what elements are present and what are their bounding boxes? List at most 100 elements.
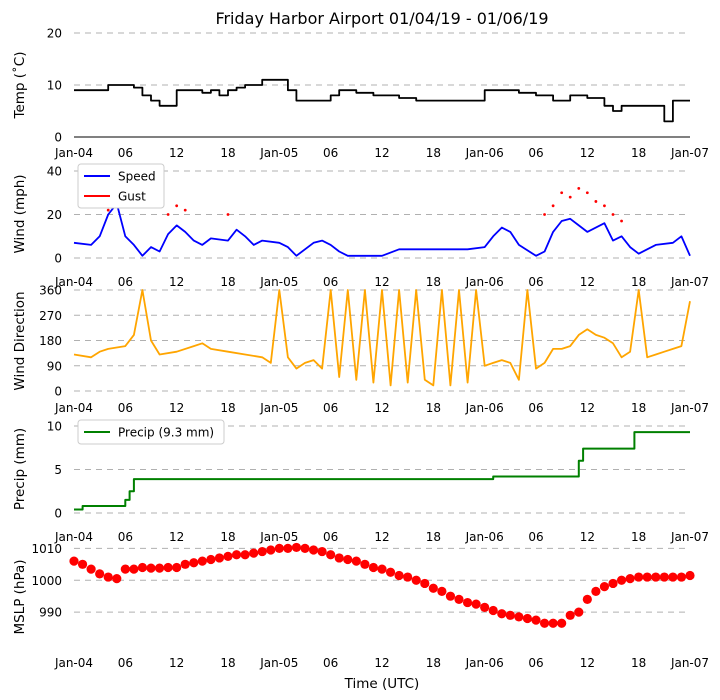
mslp-point — [86, 564, 96, 574]
x-tick-label: 12 — [374, 530, 389, 544]
x-tick-label: 18 — [220, 656, 235, 670]
gust-point — [620, 219, 623, 223]
mslp-point — [471, 599, 481, 609]
x-tick-label: 06 — [323, 656, 338, 670]
mslp-point — [172, 562, 182, 573]
mslp-point — [154, 563, 165, 573]
mslp-point — [163, 562, 173, 573]
mslp-point — [625, 574, 635, 584]
mslp-point — [223, 551, 233, 561]
x-tick-label: 06 — [118, 401, 133, 415]
mslp-point — [497, 609, 507, 619]
mslp-point — [480, 602, 490, 612]
y-tick-label: 180 — [39, 334, 62, 348]
y-tick-label: 5 — [54, 463, 62, 477]
x-tick-label: Jan-06 — [465, 401, 504, 415]
y-tick-label: 270 — [39, 309, 62, 323]
mslp-point — [146, 563, 156, 573]
mslp-point — [180, 559, 190, 569]
x-tick-label: Jan-07 — [670, 146, 709, 160]
mslp-point — [539, 618, 550, 628]
mslp-point — [685, 570, 695, 581]
x-tick-label: 12 — [580, 530, 595, 544]
x-tick-label: Jan-07 — [670, 530, 709, 544]
x-tick-label: 06 — [528, 401, 543, 415]
x-tick-label: 06 — [528, 146, 543, 160]
y-axis-label: Precip (mm) — [12, 428, 28, 510]
y-axis-label: Temp (˚C) — [11, 52, 28, 120]
mslp-point — [308, 545, 319, 555]
x-tick-label: 18 — [631, 275, 646, 289]
x-tick-label: 18 — [631, 401, 646, 415]
panel-5: 990 1000 1010 Jan-04 06 12 18 Jan-05 06 12 18 Jan-0… — [12, 542, 709, 670]
gust-point — [611, 213, 615, 216]
mslp-point — [283, 543, 293, 553]
mslp-point — [582, 594, 592, 604]
x-tick-label: Jan-06 — [465, 146, 504, 160]
speed-line — [73, 202, 691, 257]
mslp-point — [214, 553, 225, 563]
gust-point — [568, 195, 572, 199]
gust-point — [603, 204, 606, 208]
x-tick-label: 18 — [631, 146, 646, 160]
x-tick-label: 12 — [374, 401, 389, 415]
x-tick-label: 06 — [323, 275, 338, 289]
mslp-point — [574, 607, 584, 617]
mslp-point — [616, 575, 627, 585]
x-tick-label: Jan-06 — [465, 656, 504, 670]
mslp-point — [231, 550, 242, 560]
mslp-point — [249, 548, 259, 558]
x-tick-label: 06 — [528, 530, 543, 544]
x-tick-label: 12 — [169, 146, 184, 160]
x-tick-label: 12 — [169, 275, 184, 289]
x-tick-label: 06 — [118, 146, 133, 160]
x-tick-label: 12 — [580, 656, 595, 670]
x-tick-label: 18 — [426, 530, 441, 544]
mslp-point — [334, 553, 344, 563]
mslp-point — [189, 558, 199, 568]
gust-point — [166, 213, 170, 216]
x-tick-label: 18 — [220, 401, 235, 415]
gust-point — [543, 213, 546, 216]
x-tick-label: 06 — [118, 656, 133, 670]
mslp-point — [599, 582, 610, 592]
x-tick-label: 18 — [220, 275, 235, 289]
gust-point — [106, 208, 110, 212]
x-tick-label: Jan-04 — [54, 656, 93, 670]
x-tick-label: 18 — [426, 656, 441, 670]
mslp-point — [488, 605, 498, 616]
x-tick-label: Jan-05 — [259, 656, 298, 670]
x-tick-label: Jan-04 — [54, 275, 93, 289]
mslp-point — [274, 543, 284, 553]
x-tick-label: 12 — [580, 275, 595, 289]
mslp-point — [548, 618, 558, 628]
y-tick-label: 20 — [47, 208, 62, 222]
legend-entry: Precip (9.3 mm) — [118, 426, 214, 440]
mslp-point — [565, 610, 575, 620]
mslp-point — [257, 546, 267, 557]
mslp-point — [634, 572, 644, 582]
temp-line — [74, 78, 690, 123]
y-tick-label: 0 — [54, 252, 62, 266]
x-tick-label: Jan-05 — [259, 146, 298, 160]
mslp-point — [411, 575, 421, 585]
mslp-point — [137, 562, 148, 573]
mslp-point — [317, 546, 327, 557]
y-axis-label: MSLP (hPa) — [12, 559, 28, 634]
y-tick-label: 0 — [54, 131, 62, 145]
mslp-point — [642, 572, 652, 582]
mslp-point — [608, 578, 618, 589]
x-axis-label: Time (UTC) — [344, 676, 420, 692]
x-tick-label: 18 — [631, 530, 646, 544]
x-tick-label: 18 — [220, 146, 235, 160]
mslp-point — [291, 542, 302, 553]
gust-point — [175, 204, 179, 208]
gust-point — [585, 191, 589, 195]
y-tick-label: 0 — [54, 507, 62, 521]
x-tick-label: Jan-04 — [54, 146, 93, 160]
legend-entry: Speed — [118, 170, 156, 184]
mslp-point — [300, 543, 310, 553]
x-tick-label: 06 — [118, 530, 133, 544]
mslp-point — [505, 610, 515, 620]
